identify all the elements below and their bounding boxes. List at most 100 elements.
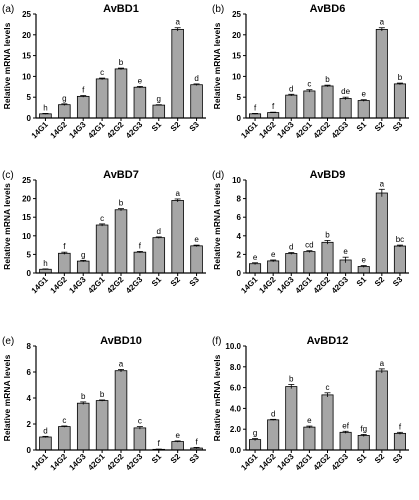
significance-label: f — [63, 242, 66, 251]
bar — [58, 426, 71, 451]
significance-label: f — [399, 422, 402, 431]
significance-label: d — [289, 84, 293, 93]
x-tick-label: S1 — [355, 275, 369, 289]
y-axis-label: Relative mRNA levels — [212, 354, 222, 441]
bar — [321, 85, 334, 119]
x-tick-label: 42G2 — [105, 275, 126, 296]
x-tick-label: 42G1 — [294, 275, 315, 296]
significance-label: e — [361, 90, 366, 99]
y-axis-label: Relative mRNA levels — [2, 22, 12, 109]
x-tick-label: 14G2 — [49, 120, 70, 141]
panel-label: (b) — [212, 4, 224, 15]
x-tick-label: 14G1 — [30, 452, 51, 473]
y-tick-label: 0 — [237, 114, 242, 123]
panel-label: (f) — [212, 336, 221, 347]
bar — [267, 260, 280, 274]
bar — [339, 98, 352, 119]
x-tick-label: 14G1 — [30, 275, 51, 296]
significance-label: c — [307, 80, 311, 89]
bar — [375, 28, 388, 119]
significance-label: g — [157, 95, 161, 104]
y-tick-label: 6 — [27, 368, 32, 377]
y-tick-label: 20 — [22, 195, 31, 204]
significance-label: f — [82, 86, 85, 95]
bar — [114, 68, 128, 119]
significance-label: b — [100, 390, 105, 399]
significance-label: a — [380, 179, 385, 188]
x-tick-label: 42G2 — [312, 452, 333, 473]
y-tick-label: 20 — [232, 31, 241, 40]
significance-label: g — [62, 94, 66, 103]
significance-label: b — [398, 73, 403, 82]
y-tick-label: 10 — [22, 72, 31, 81]
significance-label: c — [100, 68, 104, 77]
chart-panel: (f) AvBD12 Relative mRNA levels 0.0 2.0 4.0 6.… — [212, 335, 409, 472]
significance-label: g — [253, 429, 257, 438]
x-tick-label: S1 — [150, 275, 164, 289]
significance-label: e — [253, 253, 258, 262]
x-tick-label: 42G2 — [312, 120, 333, 141]
significance-label: c — [62, 416, 66, 425]
chart-title: AvBD12 — [307, 335, 349, 347]
y-tick-label: 25 — [22, 10, 31, 19]
bar — [303, 251, 316, 274]
x-tick-label: 42G2 — [105, 120, 126, 141]
x-tick-label: 14G1 — [239, 120, 260, 141]
chart-title: AvBD7 — [103, 169, 139, 181]
chart-title: AvBD6 — [310, 3, 346, 15]
chart-title: AvBD1 — [103, 3, 139, 15]
x-tick-label: 42G1 — [86, 452, 107, 473]
y-tick-label: 10.0 — [225, 342, 241, 351]
x-tick-label: S3 — [391, 120, 405, 134]
x-tick-label: 42G1 — [86, 120, 107, 141]
y-tick-label: 4 — [237, 232, 242, 241]
y-tick-label: 0 — [27, 446, 32, 455]
x-tick-label: S1 — [150, 452, 164, 466]
bar — [95, 78, 109, 119]
bar — [357, 100, 370, 119]
y-tick-label: 0.0 — [230, 446, 242, 455]
x-tick-label: S3 — [188, 120, 202, 134]
bar — [303, 426, 316, 451]
y-tick-label: 0 — [27, 114, 32, 123]
bar — [152, 237, 166, 274]
significance-label: d — [194, 74, 198, 83]
x-tick-label: 42G2 — [312, 275, 333, 296]
chart-panel: (d) AvBD9 Relative mRNA levels 0 2 4 6 8 10 e 14G1… — [212, 169, 409, 295]
bar — [133, 251, 147, 274]
x-tick-label: 42G3 — [330, 120, 351, 141]
y-tick-label: 8 — [27, 342, 32, 351]
x-tick-label: S3 — [188, 452, 202, 466]
chart-panel: (e) AvBD10 Relative mRNA levels 0 2 4 6 8 d 14G1 c… — [2, 335, 206, 472]
significance-label: b — [119, 199, 124, 208]
y-tick-label: 15 — [22, 213, 31, 222]
bar — [285, 94, 298, 119]
significance-label: c — [100, 214, 104, 223]
x-tick-label: S1 — [355, 452, 369, 466]
y-tick-label: 5 — [237, 93, 242, 102]
bar — [249, 113, 262, 119]
significance-label: b — [81, 392, 86, 401]
x-tick-label: S3 — [391, 275, 405, 289]
panel-label: (c) — [2, 170, 14, 181]
significance-label: bc — [396, 235, 404, 244]
bar — [393, 432, 406, 451]
significance-label: f — [139, 241, 142, 250]
significance-label: d — [289, 243, 293, 252]
bar — [375, 370, 388, 451]
x-tick-label: 42G1 — [86, 275, 107, 296]
y-axis-label: Relative mRNA levels — [2, 354, 12, 441]
significance-label: e — [343, 247, 348, 256]
bar — [285, 253, 298, 274]
y-tick-label: 20 — [22, 31, 31, 40]
y-tick-label: 10 — [232, 72, 241, 81]
significance-label: b — [325, 75, 330, 84]
x-tick-label: 14G2 — [49, 452, 70, 473]
x-tick-label: 42G2 — [105, 452, 126, 473]
significance-label: e — [138, 76, 143, 85]
bar — [171, 200, 184, 274]
bar — [95, 400, 109, 451]
significance-label: e — [271, 250, 276, 259]
